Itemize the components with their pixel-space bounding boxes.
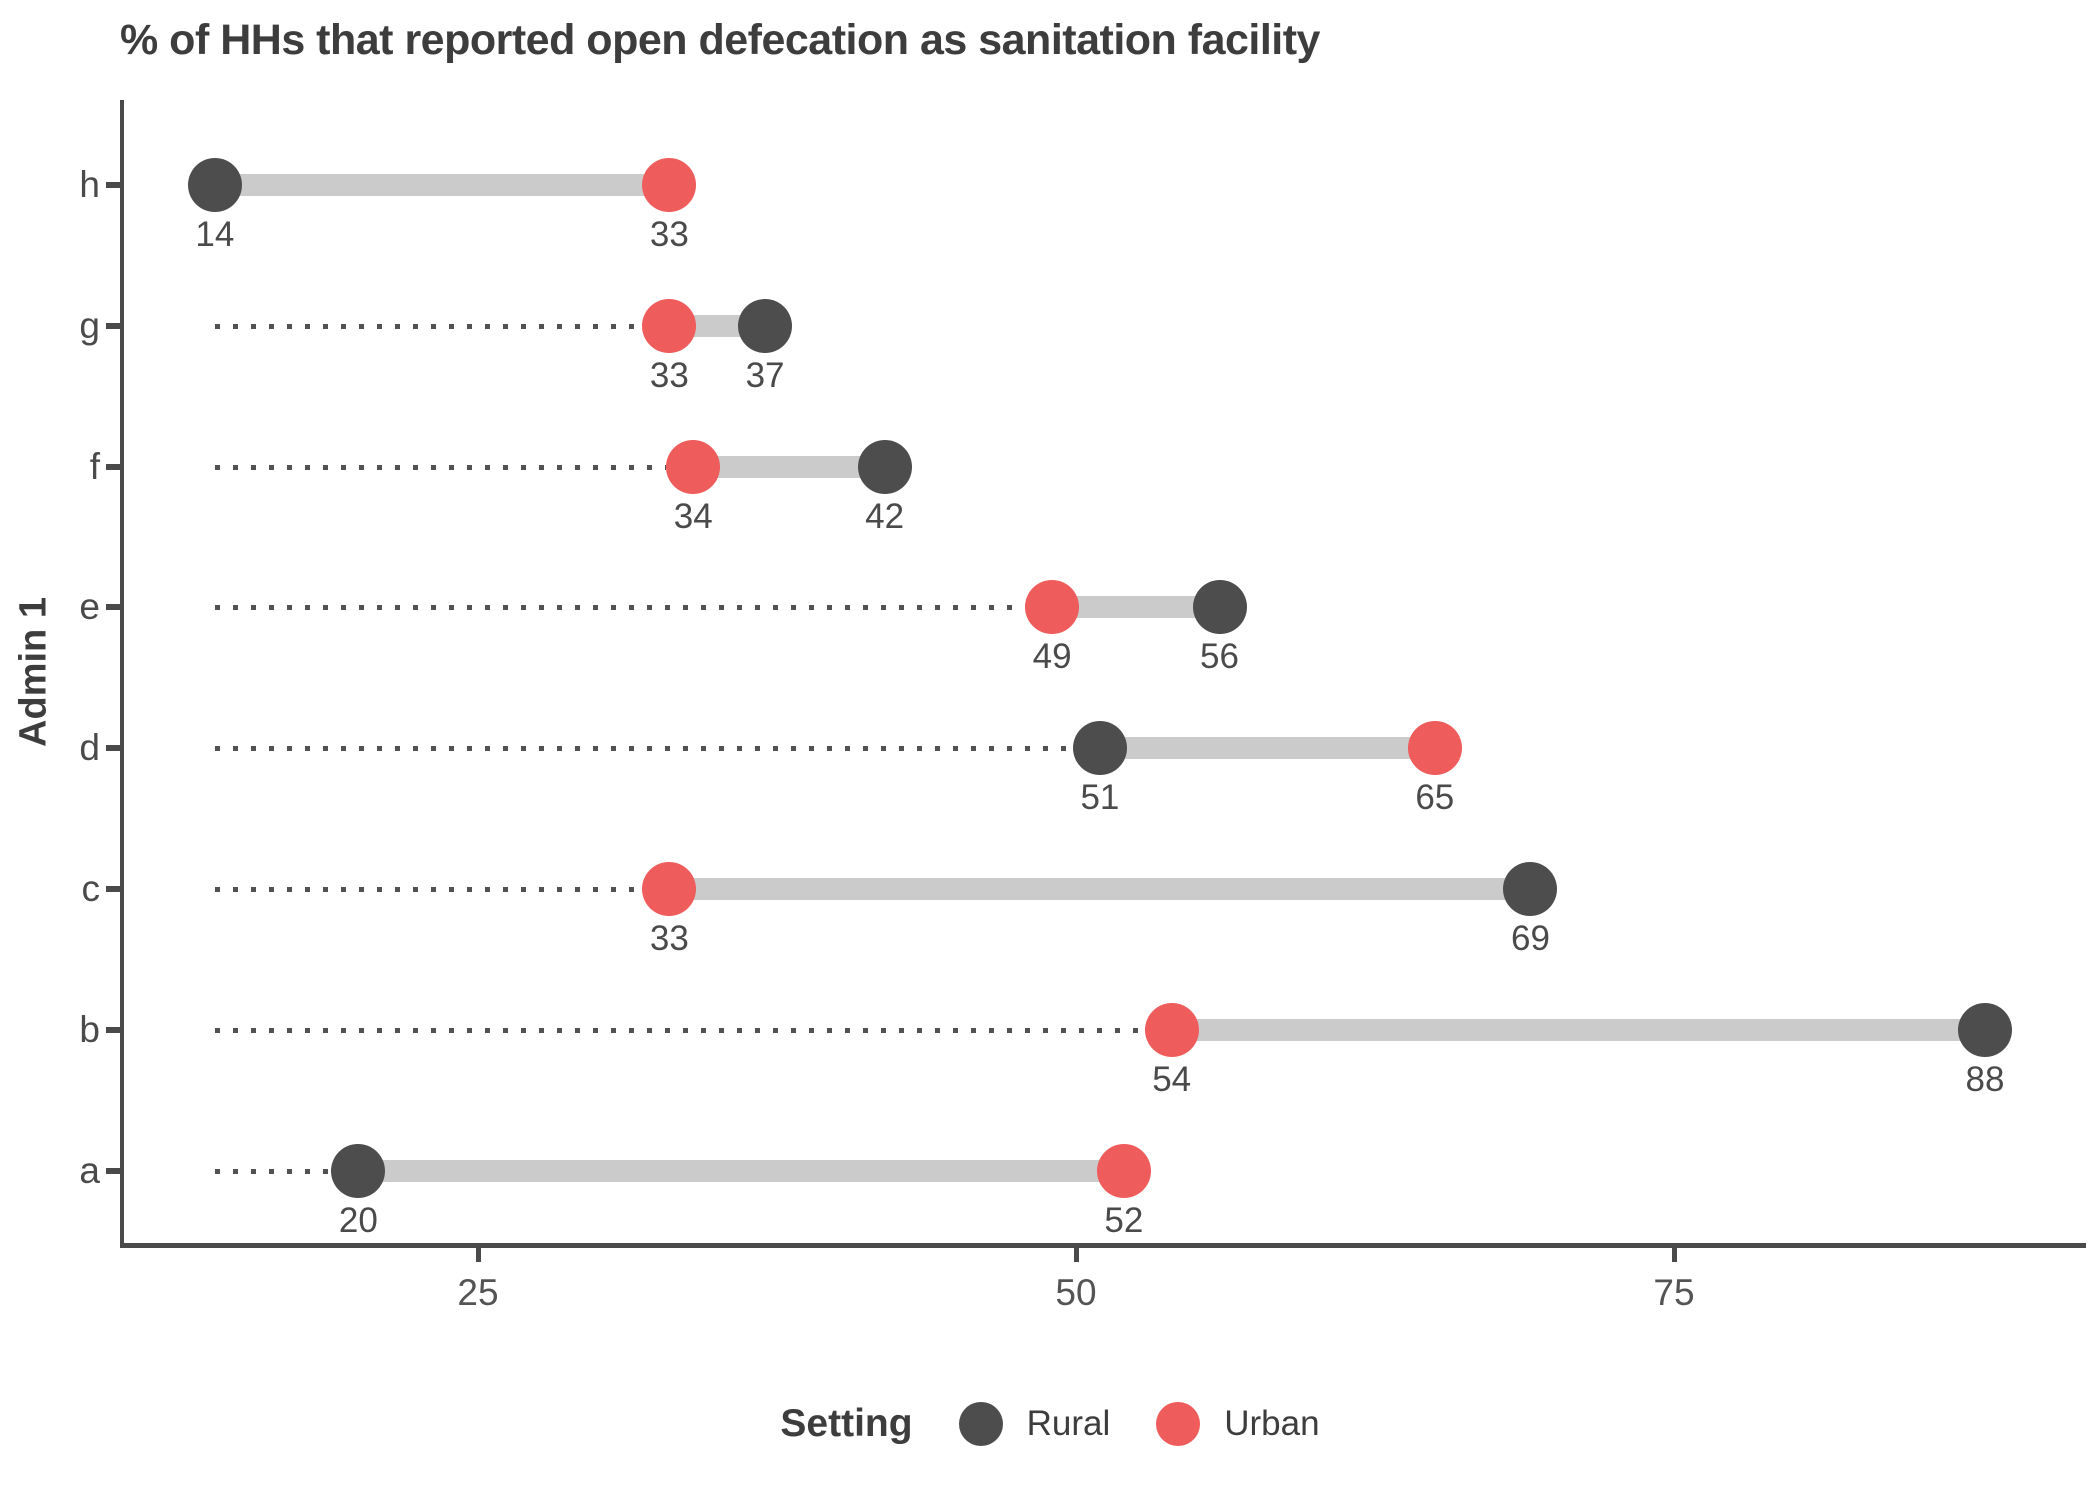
rural-dot	[857, 440, 912, 494]
dumbbell-connector	[1171, 1019, 1985, 1041]
leader-dotted-line	[214, 605, 1026, 610]
leader-dotted-line	[214, 1169, 332, 1174]
legend: Setting Rural Urban	[0, 1394, 2100, 1454]
y-category-label: a	[79, 1150, 100, 1191]
y-tick-mark	[106, 464, 121, 470]
value-label: 88	[1965, 1060, 2005, 1099]
y-category-label: e	[79, 586, 100, 627]
value-label: 33	[649, 919, 689, 958]
dumbbell-connector	[214, 174, 670, 196]
rural-dot	[1192, 580, 1247, 634]
dumbbell-connector	[1052, 596, 1220, 618]
dumbbell-connector	[669, 878, 1531, 900]
y-category-label: b	[79, 1009, 100, 1050]
value-label: 14	[195, 215, 235, 254]
urban-dot	[1144, 1003, 1199, 1057]
rural-dot	[738, 299, 793, 353]
y-category-label: f	[89, 446, 100, 487]
y-category-label: c	[81, 868, 101, 909]
value-label: 51	[1080, 778, 1120, 817]
y-tick-mark	[106, 1168, 121, 1174]
urban-dot	[642, 299, 697, 353]
y-category-label: h	[79, 164, 100, 205]
urban-legend-dot-icon	[1156, 1402, 1201, 1446]
legend-title: Setting	[780, 1402, 913, 1445]
y-tick-mark	[106, 886, 121, 892]
urban-dot	[642, 158, 697, 212]
y-category-label: d	[79, 727, 100, 768]
leader-dotted-line	[214, 887, 643, 892]
y-tick-mark	[106, 323, 121, 329]
value-label: 49	[1032, 637, 1072, 676]
legend-label-rural: Rural	[1026, 1404, 1111, 1443]
leader-dotted-line	[214, 746, 1073, 751]
legend-label-urban: Urban	[1224, 1404, 1320, 1443]
leader-dotted-line	[214, 324, 643, 329]
value-label: 42	[865, 497, 905, 536]
rural-dot	[1503, 862, 1558, 916]
x-axis-line	[120, 1243, 2086, 1248]
value-label: 33	[649, 356, 689, 395]
y-tick-mark	[106, 1027, 121, 1033]
legend-entry-rural: Rural	[958, 1402, 1111, 1446]
y-tick-mark	[106, 745, 121, 751]
urban-dot	[1025, 580, 1080, 634]
urban-dot	[1096, 1144, 1151, 1198]
value-label: 69	[1511, 919, 1550, 958]
urban-dot	[642, 862, 697, 916]
value-label: 65	[1415, 778, 1455, 817]
legend-entry-urban: Urban	[1156, 1402, 1320, 1446]
value-label: 20	[338, 1201, 378, 1240]
dumbbell-connector	[693, 456, 885, 478]
rural-legend-dot-icon	[958, 1402, 1003, 1446]
y-category-label: g	[79, 305, 100, 346]
value-label: 54	[1152, 1060, 1192, 1099]
y-tick-mark	[106, 604, 121, 610]
leader-dotted-line	[214, 465, 667, 470]
dumbbell-connector	[358, 1160, 1124, 1182]
x-tick-label: 50	[1055, 1272, 1097, 1313]
urban-dot	[1407, 721, 1462, 775]
rural-dot	[187, 158, 242, 212]
x-tick-label: 75	[1653, 1272, 1695, 1313]
chart-title: % of HHs that reported open defecation a…	[120, 16, 1320, 64]
x-tick-label: 25	[457, 1272, 499, 1313]
dumbbell-connector	[1099, 737, 1435, 759]
x-tick-mark	[1672, 1248, 1677, 1262]
value-label: 33	[649, 215, 689, 254]
y-tick-mark	[106, 182, 121, 188]
value-label: 52	[1104, 1201, 1144, 1240]
rural-dot	[331, 1144, 386, 1198]
x-tick-mark	[1074, 1248, 1079, 1262]
value-label: 34	[673, 497, 713, 536]
value-label: 56	[1200, 637, 1239, 676]
x-tick-mark	[476, 1248, 481, 1262]
rural-dot	[1957, 1003, 2012, 1057]
value-label: 37	[745, 356, 785, 395]
leader-dotted-line	[214, 1028, 1145, 1033]
y-axis-line	[120, 100, 124, 1248]
urban-dot	[666, 440, 721, 494]
rural-dot	[1072, 721, 1127, 775]
